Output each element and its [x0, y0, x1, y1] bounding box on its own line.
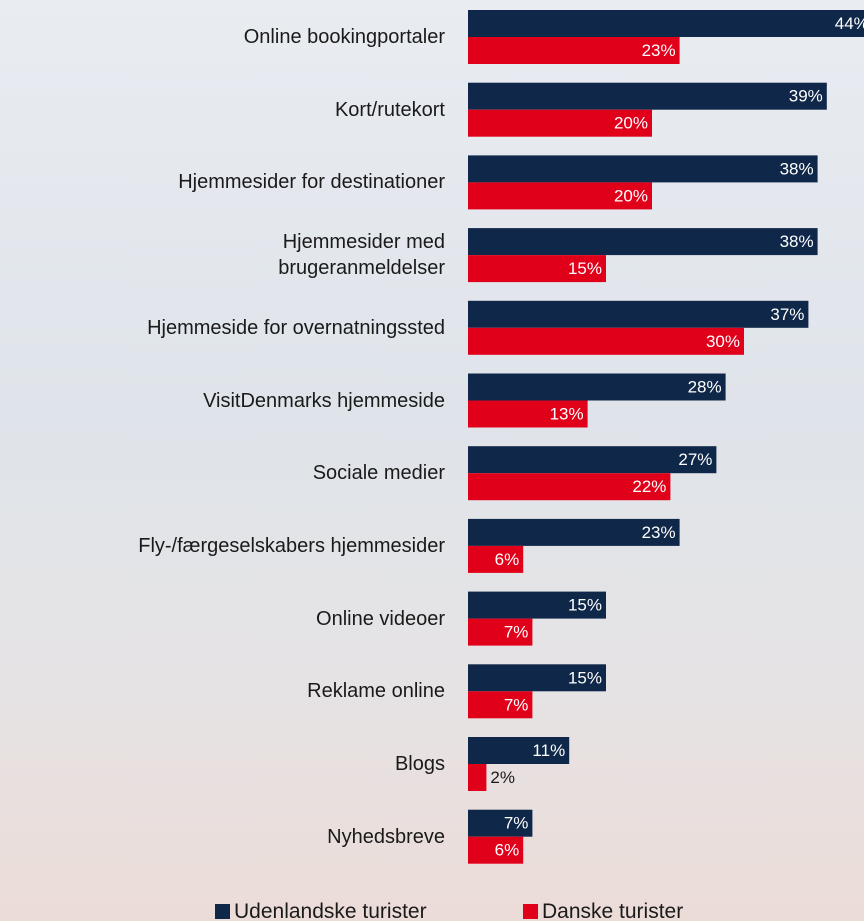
value-label: 13%: [550, 404, 584, 423]
category-label: Hjemmesider for destinationer: [178, 169, 445, 195]
bar: [468, 10, 864, 37]
category-label: Sociale medier: [313, 460, 445, 486]
value-label: 7%: [504, 814, 529, 833]
category-label: Blogs: [395, 751, 445, 777]
value-label: 7%: [504, 623, 529, 642]
value-label: 27%: [678, 450, 712, 469]
value-label: 15%: [568, 259, 602, 278]
category-label: Online bookingportaler: [244, 24, 445, 50]
category-label: Fly-/færgeselskabers hjemmesider: [138, 533, 445, 559]
category-label: Online videoer: [316, 606, 445, 632]
bar: [468, 228, 818, 255]
bar: [468, 155, 818, 182]
value-label: 22%: [632, 477, 666, 496]
value-label: 39%: [789, 87, 823, 106]
value-label: 23%: [642, 523, 676, 542]
value-label: 23%: [642, 41, 676, 60]
value-label: 44%: [835, 14, 864, 33]
legend-swatch: [523, 904, 538, 919]
value-label: 28%: [688, 377, 722, 396]
chart: 44% 23% 39% 20% 38% 20% 38% 15% 37% 30% 28% 13% 27% 2…: [0, 0, 864, 921]
category-label: Reklame online: [307, 678, 445, 704]
bar: [468, 328, 744, 355]
value-label: 38%: [780, 159, 814, 178]
value-label: 2%: [490, 768, 515, 787]
value-label: 15%: [568, 596, 602, 615]
legend-swatch: [215, 904, 230, 919]
value-label: 15%: [568, 668, 602, 687]
value-label: 6%: [495, 841, 520, 860]
bar: [468, 764, 486, 791]
category-label: Nyhedsbreve: [327, 824, 445, 850]
legend-label: Danske turister: [542, 900, 683, 921]
bar: [468, 83, 827, 110]
category-label: Hjemmesider med brugeranmeldelser: [278, 229, 445, 281]
value-label: 38%: [780, 232, 814, 251]
value-label: 11%: [532, 741, 565, 760]
value-label: 20%: [614, 186, 648, 205]
value-label: 20%: [614, 114, 648, 133]
value-label: 7%: [504, 695, 529, 714]
legend-item: Danske turister: [523, 900, 683, 921]
legend-label: Udenlandske turister: [234, 900, 427, 921]
value-label: 37%: [770, 305, 804, 324]
category-label: Hjemmeside for overnatningssted: [147, 315, 445, 341]
bar: [468, 301, 808, 328]
category-label: VisitDenmarks hjemmeside: [203, 388, 445, 414]
legend-item: Udenlandske turister: [215, 900, 427, 921]
value-label: 6%: [495, 550, 520, 569]
category-label: Kort/rutekort: [335, 97, 445, 123]
value-label: 30%: [706, 332, 740, 351]
